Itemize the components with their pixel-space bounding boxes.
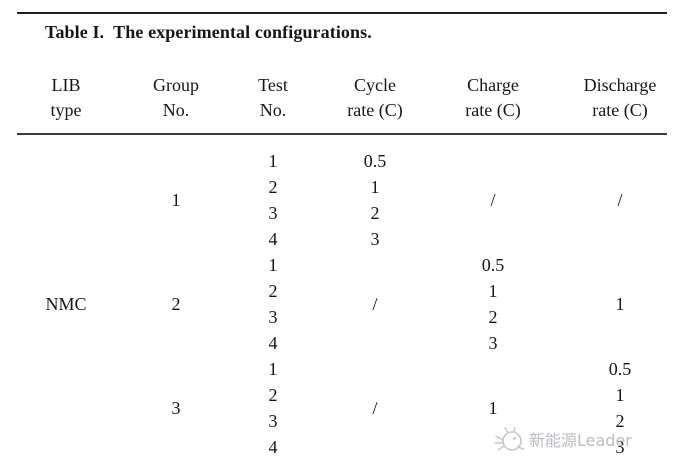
cell-discharge-rate: 3 [615, 437, 625, 457]
table-title: Table I. The experimental configurations. [45, 22, 372, 43]
cell-test-no: 2 [268, 281, 278, 301]
header-test-no-line1: Test [258, 75, 288, 95]
table-top-rule [17, 12, 667, 14]
cell-cycle-rate: 1 [370, 177, 380, 197]
cell-discharge-rate: / [617, 190, 623, 210]
cell-test-no: 4 [268, 437, 278, 457]
watermark-bird-logo-icon [494, 426, 525, 451]
header-charge-rate-line1: Charge [467, 75, 519, 95]
header-group-no: Group No. [115, 73, 237, 123]
cell-charge-rate: 1 [488, 281, 498, 301]
cell-charge-rate: 2 [488, 307, 498, 327]
cell-charge-rate: / [490, 190, 496, 210]
header-lib-type-line2: type [50, 100, 82, 120]
cell-cycle-rate: / [372, 398, 378, 418]
header-charge-rate: Charge rate (C) [441, 73, 545, 123]
cell-charge-rate: 1 [488, 398, 498, 418]
cell-group-no: 2 [171, 294, 181, 314]
cell-test-no: 1 [268, 151, 278, 171]
table-title-label: Table I. [45, 22, 105, 42]
cell-test-no: 3 [268, 307, 278, 327]
cell-test-no: 4 [268, 333, 278, 353]
cell-group-no: 3 [171, 398, 181, 418]
cell-cycle-rate: / [372, 294, 378, 314]
table-header-row: LIB type Group No. Test No. Cycle rate (C) Charg… [17, 73, 667, 123]
cell-discharge-rate: 0.5 [608, 359, 632, 379]
header-cycle-rate-line1: Cycle [354, 75, 396, 95]
header-cycle-rate-line2: rate (C) [347, 100, 403, 120]
cell-charge-rate: 0.5 [481, 255, 505, 275]
header-charge-rate-line2: rate (C) [465, 100, 521, 120]
header-discharge-rate-line2: rate (C) [592, 100, 648, 120]
header-group-no-line2: No. [162, 100, 190, 120]
cell-discharge-rate: 2 [615, 411, 625, 431]
cell-discharge-rate: 1 [615, 385, 625, 405]
cell-test-no: 3 [268, 411, 278, 431]
header-lib-type-line1: LIB [51, 75, 81, 95]
header-discharge-rate-line1: Discharge [583, 75, 657, 95]
watermark-text: 新能源Leader [529, 431, 632, 450]
cell-discharge-rate: 1 [615, 294, 625, 314]
cell-charge-rate: 3 [488, 333, 498, 353]
table-body: NMC 1 1 2 3 4 0.5 1 2 3 / / 2 1 2 3 4 / 0.5 1 2 3 1 3 1 2 3 4 / 1 0.5 1… [17, 148, 667, 460]
cell-test-no: 3 [268, 203, 278, 223]
header-cycle-rate: Cycle rate (C) [309, 73, 441, 123]
cell-test-no: 1 [268, 359, 278, 379]
header-test-no: Test No. [237, 73, 309, 123]
table-header-rule [17, 133, 667, 135]
header-group-no-line1: Group [153, 75, 199, 95]
header-test-no-line2: No. [259, 100, 287, 120]
cell-group-no: 1 [171, 190, 181, 210]
header-lib-type: LIB type [17, 73, 115, 123]
cell-test-no: 4 [268, 229, 278, 249]
cell-cycle-rate: 2 [370, 203, 380, 223]
table-title-text: The experimental configurations. [113, 22, 372, 42]
cell-test-no: 1 [268, 255, 278, 275]
header-discharge-rate: Discharge rate (C) [545, 73, 667, 123]
cell-test-no: 2 [268, 385, 278, 405]
cell-cycle-rate: 0.5 [363, 151, 387, 171]
cell-cycle-rate: 3 [370, 229, 380, 249]
cell-test-no: 2 [268, 177, 278, 197]
watermark: 新能源Leader [492, 424, 632, 458]
cell-lib-type: NMC [45, 294, 87, 314]
